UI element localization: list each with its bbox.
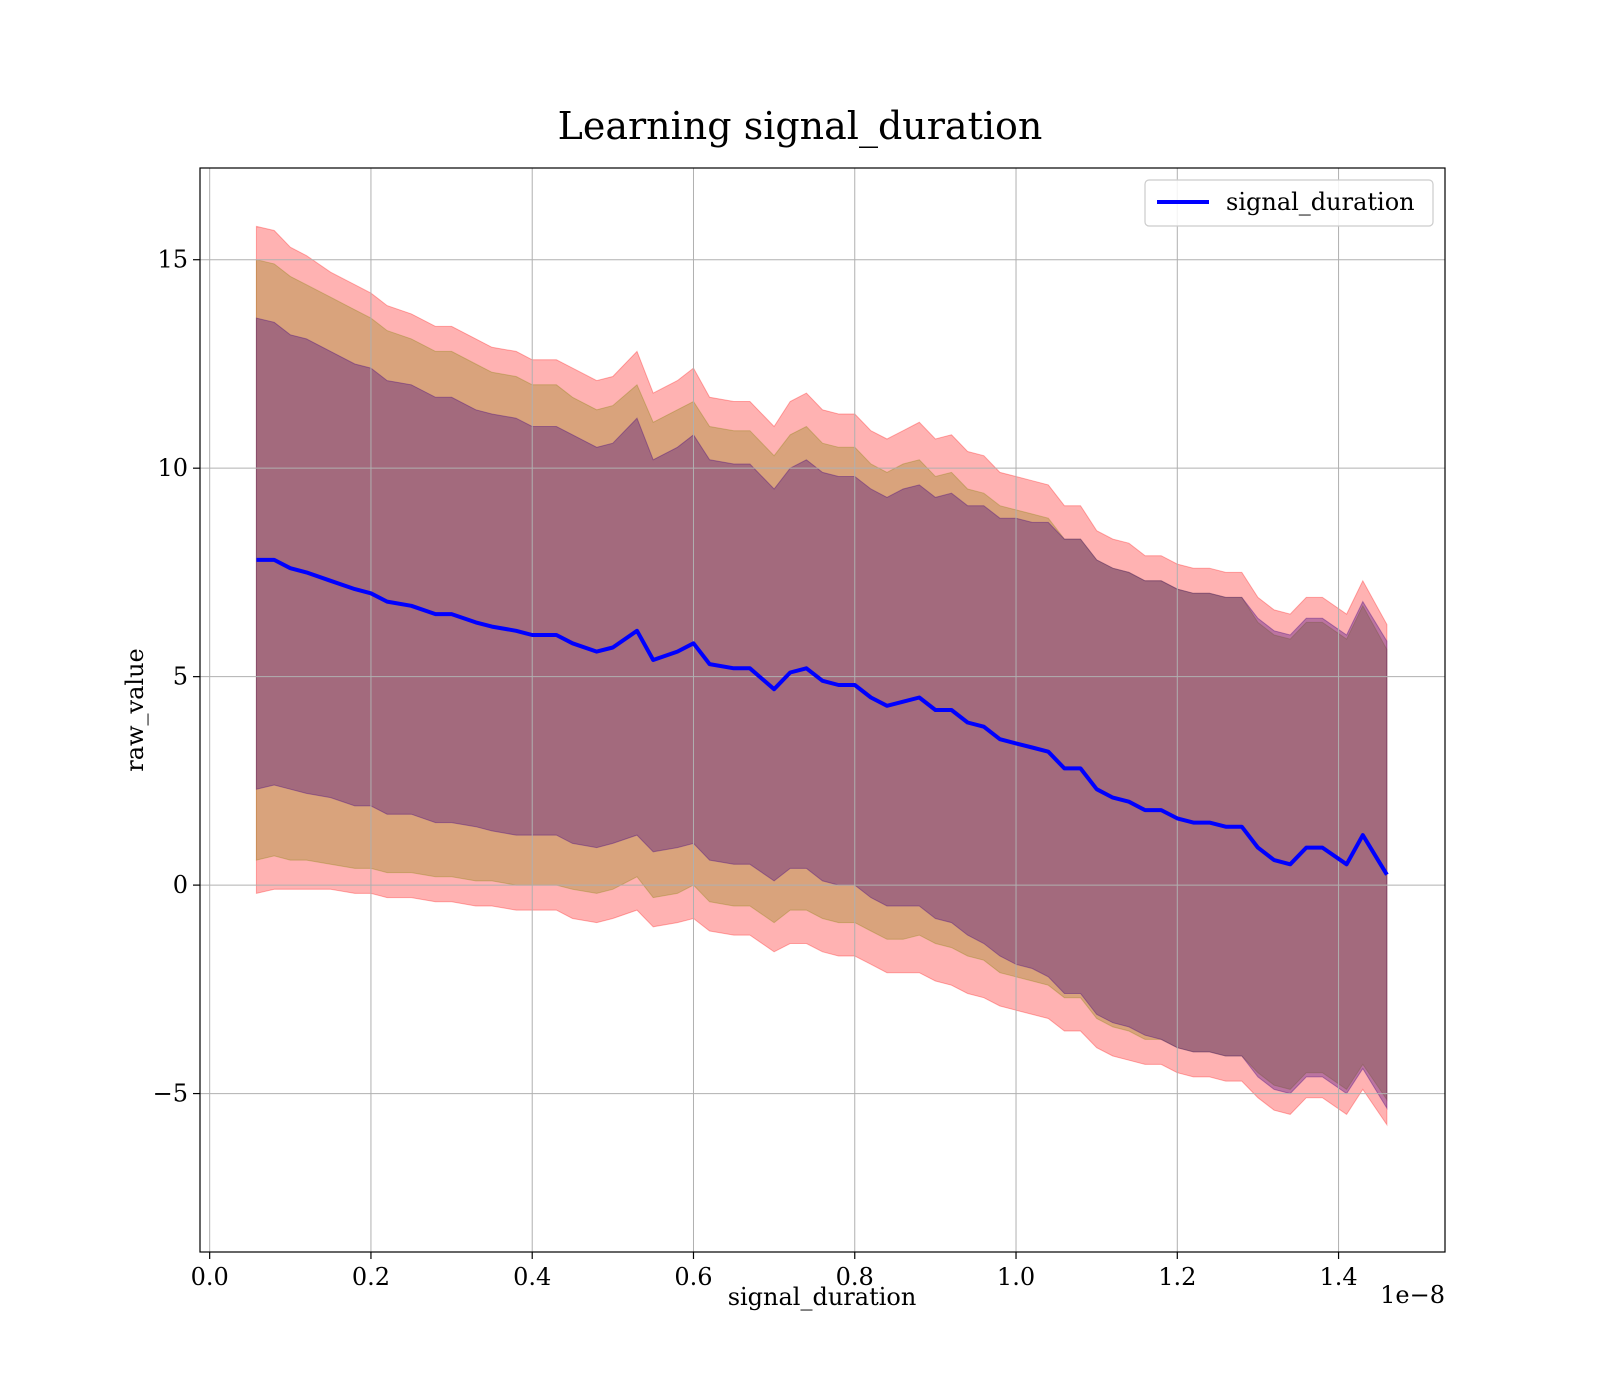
legend-label: signal_duration (1226, 188, 1415, 216)
y-axis-ticks: −5 0 5 10 15 (153, 246, 200, 1108)
y-tick-label: 10 (157, 454, 188, 482)
y-tick-label: 5 (173, 663, 188, 691)
x-tick-label: 0.6 (674, 1263, 712, 1291)
x-tick-label: 0.4 (513, 1263, 551, 1291)
data-series (256, 557, 1389, 876)
x-axis-offset-label: 1e−8 (1380, 1281, 1445, 1309)
grid-lines (200, 168, 1445, 1252)
series-line-signal-duration (256, 557, 1389, 876)
y-axis-label: raw_value (121, 648, 149, 772)
x-axis-ticks: 0.0 0.2 0.4 0.6 0.8 1.0 1.2 1.4 (191, 1252, 1358, 1291)
confidence-band-1 (255, 225, 1388, 1127)
legend-box (1144, 179, 1434, 227)
x-axis-label: signal_duration (728, 1283, 917, 1311)
plot-area-frame (199, 167, 1446, 1253)
y-tick-label: −5 (153, 1080, 188, 1108)
x-tick-label: 1.2 (1158, 1263, 1196, 1291)
legend: signal_duration (1144, 179, 1434, 227)
x-tick-label: 1.4 (1319, 1263, 1357, 1291)
chart-title: Learning signal_duration (558, 104, 1043, 149)
x-tick-label: 0.2 (352, 1263, 390, 1291)
y-tick-label: 0 (173, 871, 188, 899)
x-tick-label: 0.0 (191, 1263, 229, 1291)
x-tick-label: 0.8 (836, 1263, 874, 1291)
y-tick-label: 15 (157, 246, 188, 274)
x-tick-label: 1.0 (997, 1263, 1035, 1291)
confidence-band-3 (255, 317, 1388, 1110)
confidence-bands (255, 225, 1388, 1127)
